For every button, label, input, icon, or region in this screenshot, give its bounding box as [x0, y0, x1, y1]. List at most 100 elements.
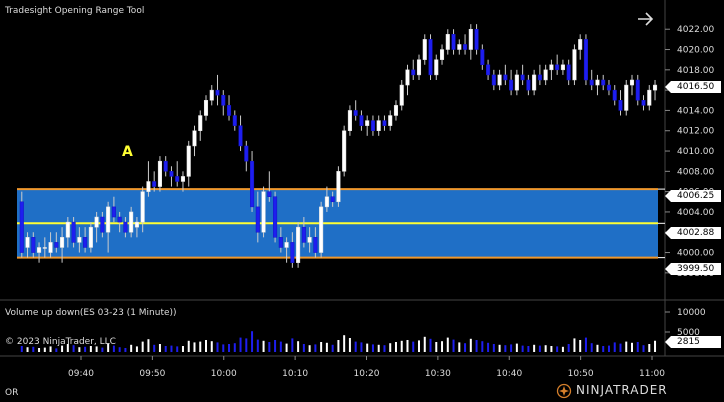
volume-bar: [394, 342, 397, 352]
volume-bar: [418, 340, 421, 352]
candle-body: [163, 160, 168, 172]
candle-body: [313, 237, 318, 253]
volume-bar: [107, 343, 110, 352]
volume-bar: [112, 345, 115, 352]
candle-body: [480, 49, 485, 66]
window-title: Tradesight Opening Range Tool: [5, 6, 145, 16]
candle-body: [416, 59, 422, 76]
volume-bar: [95, 346, 98, 352]
volume-bar: [158, 344, 161, 352]
volume-bar: [348, 338, 351, 352]
volume-tick-label: 10000: [677, 308, 706, 318]
price-tick-label: 4012.00: [677, 127, 714, 137]
volume-bar: [567, 344, 570, 352]
candle-body: [347, 110, 352, 131]
candle-body: [65, 221, 70, 238]
time-tick-label: 09:50: [139, 369, 165, 379]
volume-bar: [78, 347, 81, 352]
candle-body: [226, 105, 232, 116]
candle-body: [520, 74, 525, 81]
volume-bar: [607, 345, 610, 352]
volume-bar: [124, 348, 127, 352]
arrow-right-icon[interactable]: [636, 11, 656, 27]
volume-bar: [118, 347, 121, 352]
candle-body: [255, 206, 260, 233]
candle-body: [509, 79, 514, 91]
volume-bar: [556, 346, 559, 352]
candle-body: [198, 115, 203, 131]
candle-body: [209, 89, 214, 101]
status-text: OR: [5, 388, 19, 398]
candle-body: [117, 216, 122, 223]
volume-bar: [285, 343, 288, 352]
volume-bar: [561, 346, 564, 352]
price-tick-label: 4004.00: [677, 208, 714, 218]
volume-bar: [469, 338, 472, 352]
volume-bar: [135, 346, 138, 352]
candle-body: [629, 79, 635, 86]
candle-body: [451, 34, 456, 50]
volume-bar: [429, 338, 432, 352]
volume-bar: [320, 342, 323, 352]
volume-bar: [66, 344, 69, 352]
range-high-tag: 4006.25: [665, 190, 721, 202]
candle-body: [284, 242, 289, 248]
volume-last-tag: 2815: [665, 336, 721, 348]
volume-bar: [377, 344, 380, 352]
candle-body: [578, 39, 583, 50]
volume-bar: [584, 337, 587, 352]
volume-bar: [648, 344, 651, 352]
volume-bar: [61, 345, 64, 352]
volume-bar: [498, 344, 501, 352]
candle-body: [595, 79, 600, 86]
candle-body: [267, 191, 272, 197]
candle-body: [186, 145, 191, 177]
volume-bar: [400, 340, 403, 352]
volume-bar: [205, 340, 208, 352]
candle-body: [497, 74, 502, 86]
volume-bar: [487, 342, 490, 352]
volume-bar: [279, 341, 282, 352]
candle-body: [296, 226, 301, 263]
volume-bar: [343, 335, 346, 352]
candle-body: [319, 206, 324, 253]
volume-bar: [38, 348, 41, 352]
candle-body: [434, 59, 439, 76]
candle-body: [624, 84, 629, 111]
candle-body: [94, 216, 99, 228]
price-tick-label: 4022.00: [677, 25, 714, 35]
candle-body: [376, 120, 381, 131]
price-tick-label: 4000.00: [677, 249, 714, 259]
candle-body: [370, 120, 375, 131]
candle-body: [647, 89, 652, 106]
volume-bar: [262, 340, 265, 352]
candle-body: [428, 39, 433, 76]
volume-bar: [216, 342, 219, 352]
candle-body: [549, 64, 554, 71]
volume-bar: [337, 340, 340, 352]
candle-body: [474, 28, 479, 50]
volume-bar: [84, 346, 87, 352]
volume-tick-label: 5000: [677, 328, 700, 338]
candle-body: [560, 64, 565, 71]
volume-bar: [383, 345, 386, 352]
volume-bar: [176, 346, 179, 352]
opening-range-marker: A: [122, 144, 133, 160]
copyright-text: © 2023 NinjaTrader, LLC: [5, 337, 116, 347]
candle-body: [641, 100, 646, 106]
candle-body: [486, 64, 491, 76]
volume-bar: [325, 342, 328, 352]
candle-body: [422, 39, 427, 60]
candle-body: [532, 74, 537, 91]
volume-bar: [406, 340, 409, 352]
candle-body: [457, 44, 462, 50]
candle-body: [146, 181, 151, 192]
volume-bar: [590, 343, 593, 352]
candle-body: [290, 242, 295, 263]
candle-body: [606, 84, 612, 91]
volume-bar: [297, 341, 300, 352]
volume-bar: [314, 344, 317, 352]
candle-body: [37, 247, 42, 253]
candle-body: [555, 64, 560, 71]
